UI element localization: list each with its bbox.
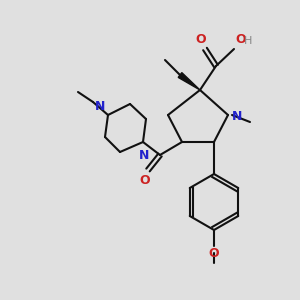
Text: O: O	[140, 174, 150, 187]
Text: O: O	[196, 33, 206, 46]
Text: O: O	[235, 33, 246, 46]
Polygon shape	[178, 73, 200, 90]
Text: N: N	[139, 149, 149, 162]
Text: O: O	[209, 247, 219, 260]
Text: N: N	[232, 110, 242, 122]
Text: H: H	[244, 36, 252, 46]
Text: N: N	[94, 100, 105, 113]
